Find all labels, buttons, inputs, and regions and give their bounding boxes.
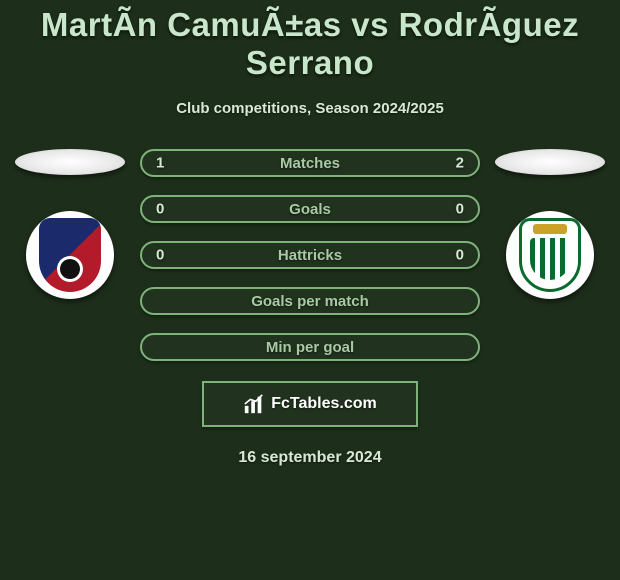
stat-left-value: 0 [156,201,164,218]
date-text: 16 september 2024 [0,449,620,467]
crown-icon [533,224,567,234]
brand-text: FcTables.com [271,395,377,413]
stat-label: Goals [289,201,331,218]
bar-chart-icon [243,393,265,415]
club-crest-right [506,211,594,299]
stat-row-goals: 0 Goals 0 [140,195,480,223]
stat-label: Hattricks [278,247,342,264]
stat-label: Matches [280,155,340,172]
main-row: 1 Matches 2 0 Goals 0 0 Hattricks 0 Goal… [0,149,620,361]
stat-row-goals-per-match: Goals per match [140,287,480,315]
stat-row-matches: 1 Matches 2 [140,149,480,177]
stat-right-value: 0 [456,247,464,264]
brand-box: FcTables.com [202,381,418,427]
huesca-crest-icon [39,218,101,292]
player-left-placeholder [15,149,125,175]
stat-right-value: 0 [456,201,464,218]
cordoba-crest-icon [519,218,581,292]
stat-right-value: 2 [456,155,464,172]
player-right-placeholder [495,149,605,175]
stripes-icon [530,238,570,280]
stat-row-hattricks: 0 Hattricks 0 [140,241,480,269]
stat-left-value: 0 [156,247,164,264]
comparison-card: MartÃ­n CamuÃ±as vs RodrÃ­guez Serrano C… [0,0,620,467]
stat-left-value: 1 [156,155,164,172]
page-title: MartÃ­n CamuÃ±as vs RodrÃ­guez Serrano [0,6,620,82]
stat-row-min-per-goal: Min per goal [140,333,480,361]
stat-label: Min per goal [266,339,354,356]
page-subtitle: Club competitions, Season 2024/2025 [0,100,620,117]
player-right [490,149,610,299]
stat-label: Goals per match [251,293,369,310]
player-left [10,149,130,299]
club-crest-left [26,211,114,299]
stats-column: 1 Matches 2 0 Goals 0 0 Hattricks 0 Goal… [130,149,490,361]
